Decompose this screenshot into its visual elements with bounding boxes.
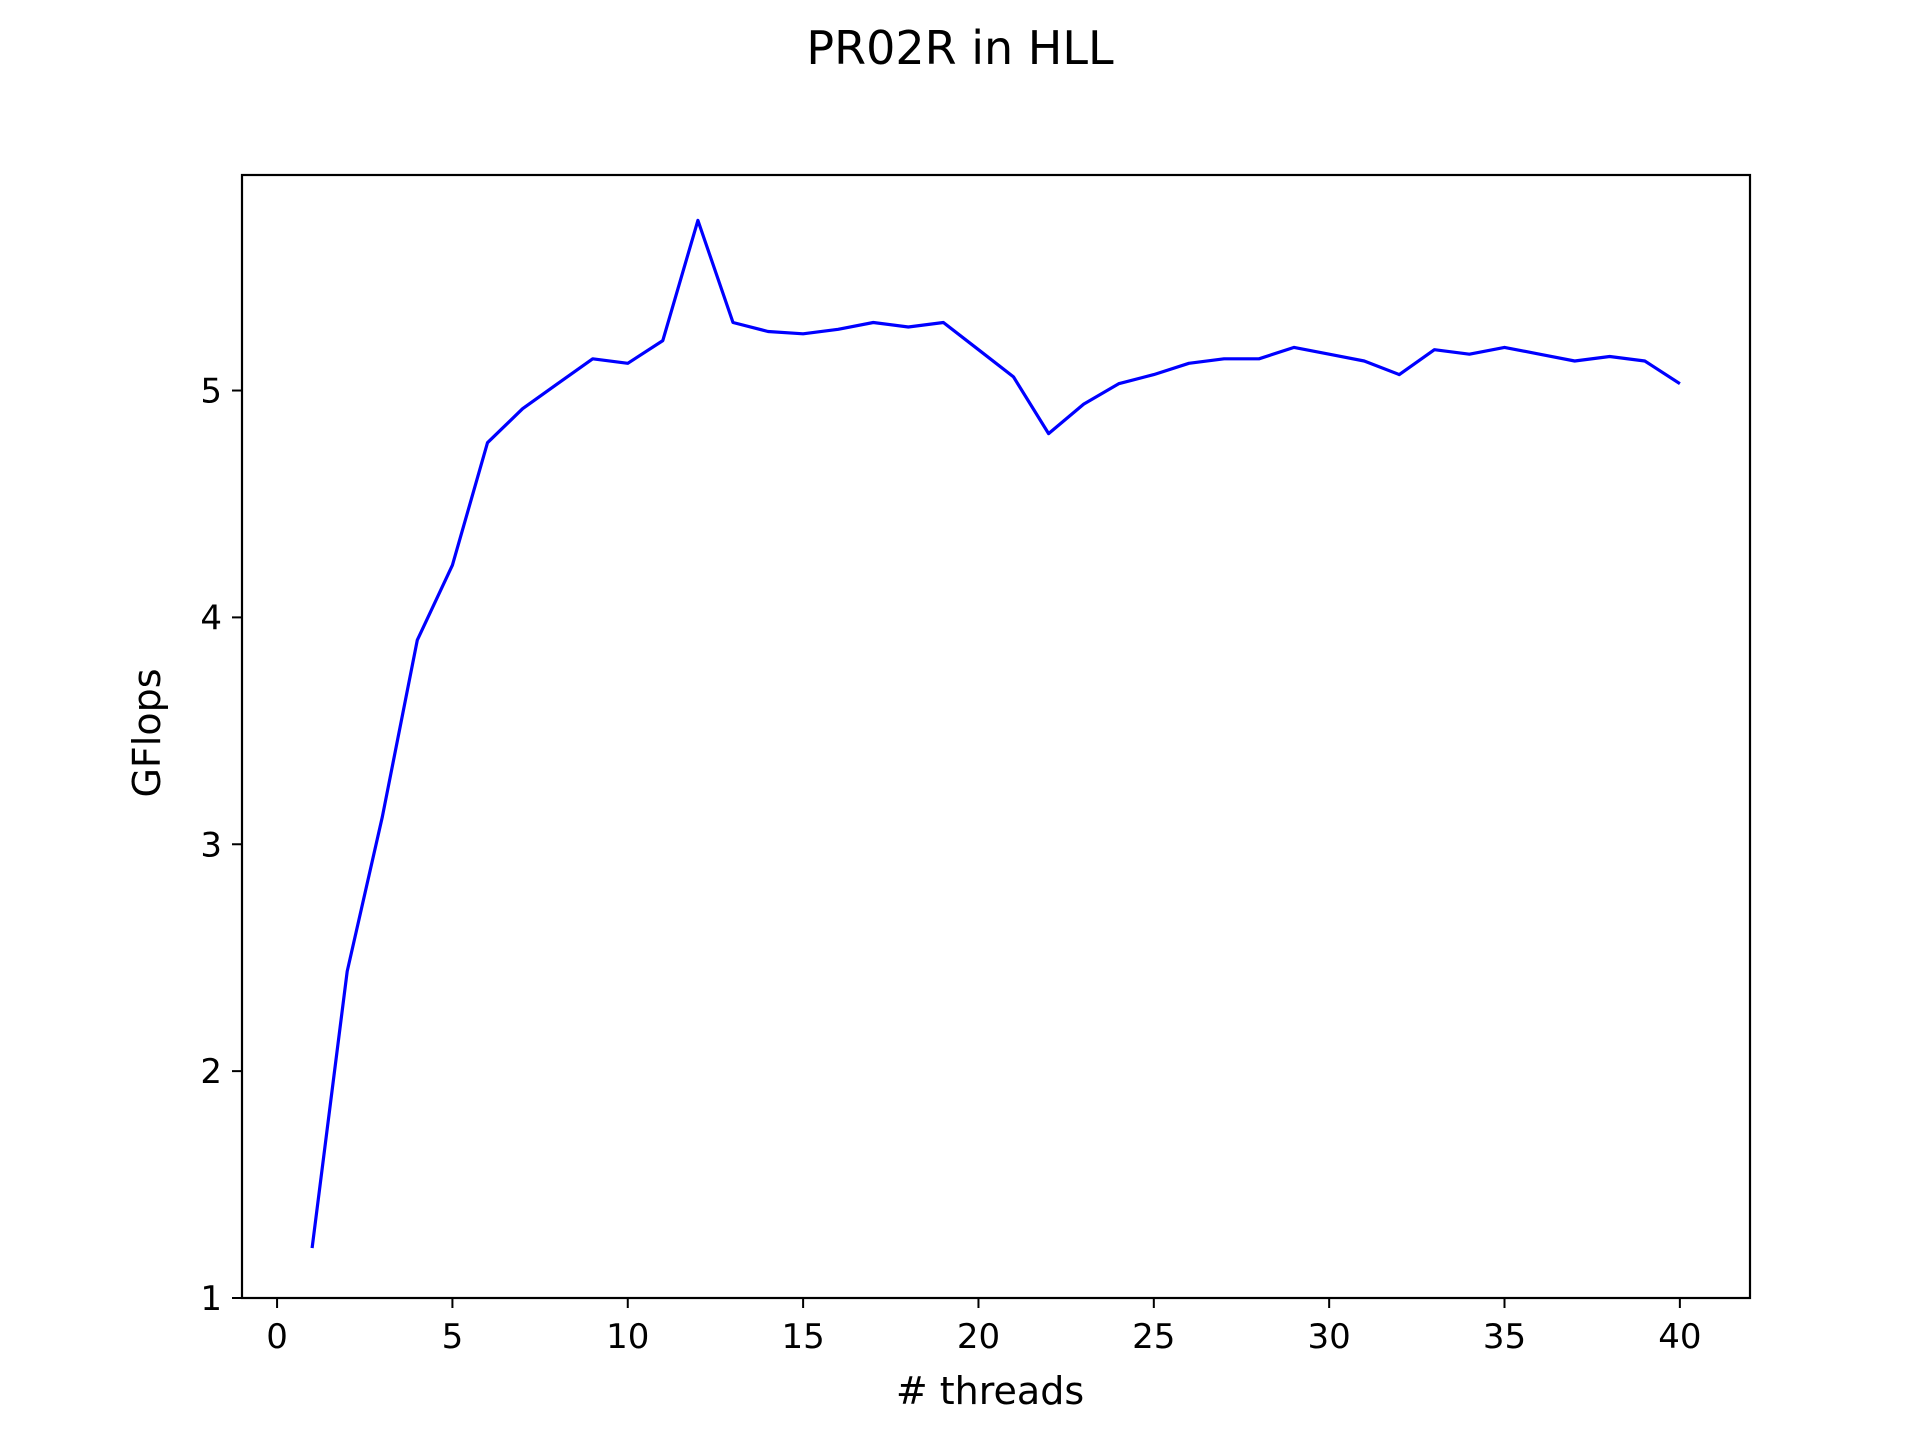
x-tick-label: 40 — [1658, 1317, 1701, 1357]
y-axis-label: GFlops — [125, 668, 169, 797]
x-axis-ticks: 0 5 10 15 20 25 30 35 40 — [266, 1298, 1701, 1357]
x-tick-label: 30 — [1308, 1317, 1351, 1357]
x-axis-label: # threads — [896, 1369, 1084, 1413]
x-tick-label: 20 — [957, 1317, 1000, 1357]
x-tick-label: 15 — [781, 1317, 824, 1357]
x-tick-label: 0 — [266, 1317, 288, 1357]
x-tick-label: 35 — [1483, 1317, 1526, 1357]
y-tick-label: 4 — [200, 598, 222, 638]
y-tick-label: 2 — [200, 1052, 222, 1092]
x-tick-label: 10 — [606, 1317, 649, 1357]
x-tick-label: 25 — [1132, 1317, 1175, 1357]
y-tick-label: 5 — [200, 372, 222, 412]
y-tick-label: 1 — [200, 1279, 222, 1319]
y-tick-label: 3 — [200, 825, 222, 865]
chart-title: PR02R in HLL — [806, 21, 1114, 75]
x-tick-label: 5 — [442, 1317, 464, 1357]
series-line — [310, 218, 1681, 1249]
plot-frame — [240, 173, 1752, 1300]
plot-area — [310, 218, 1681, 1249]
y-axis-ticks: 1 2 3 4 5 — [200, 372, 242, 1319]
